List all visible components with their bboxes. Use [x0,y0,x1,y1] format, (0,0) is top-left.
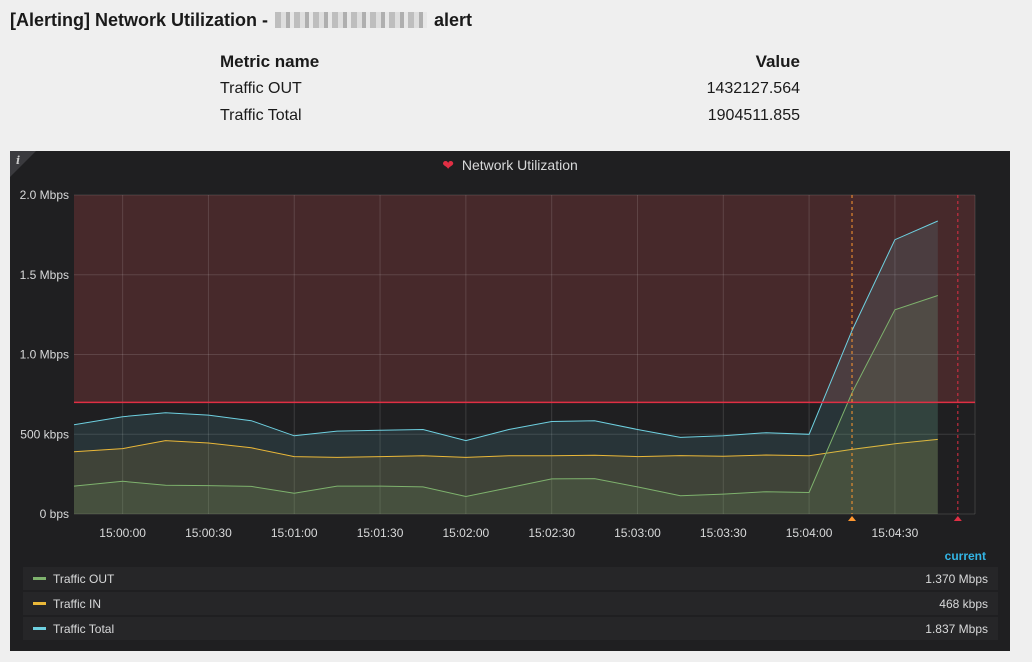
metric-table: Metric name Value Traffic OUT 1432127.56… [220,52,800,134]
table-row: Traffic OUT 1432127.564 [220,80,800,107]
graph-panel: 0 bps 500 kbps 1.0 Mbps 1.5 Mbps 2.0 Mbps 15:… [10,151,1010,651]
metric-value-cell: 1904511.855 [707,107,800,124]
alert-title-suffix: alert [434,10,473,30]
legend-swatch[interactable] [33,627,46,630]
series-line-traffic-out [73,295,938,498]
y-tick-label: 0 bps [40,507,69,521]
broken-heart-icon: ❤ [442,157,454,173]
legend-current-value: 1.837 Mbps [925,621,988,636]
y-tick-label: 1.5 Mbps [20,268,69,282]
x-tick-label: 15:02:00 [443,526,490,540]
legend-swatch[interactable] [33,602,46,605]
legend-item-traffic-out[interactable]: Traffic OUT 1.370 Mbps [23,567,998,590]
metric-value-cell: 1432127.564 [706,80,800,97]
alert-title-prefix: [Alerting] Network Utilization - [10,10,268,30]
series-line-traffic-total [73,220,938,442]
series-area-traffic-in [74,439,938,514]
alert-title: [Alerting] Network Utilization - alert [10,10,472,31]
legend-series-name[interactable]: Traffic Total [53,621,115,636]
y-tick-label: 2.0 Mbps [20,188,69,202]
legend-current-value: 1.370 Mbps [925,571,988,586]
threshold-zone [74,195,975,403]
legend-current-header[interactable]: current [944,549,986,563]
series-area-traffic-out [74,295,938,514]
metric-value-header: Value [755,52,800,71]
legend-item-traffic-in[interactable]: Traffic IN 468 kbps [23,592,998,615]
series-line-traffic-in [73,438,938,458]
legend-swatch[interactable] [33,577,46,580]
x-tick-label: 15:00:00 [99,526,146,540]
x-tick-label: 15:01:00 [271,526,318,540]
panel-title[interactable]: ❤ Network Utilization [10,157,1010,174]
metric-name-cell: Traffic OUT [220,80,302,97]
x-tick-label: 15:01:30 [357,526,404,540]
annotation-marker [953,516,962,521]
x-tick-label: 15:02:30 [528,526,575,540]
plot-background [74,195,975,514]
redacted-host-name [275,12,428,28]
info-icon[interactable]: i [16,154,21,167]
metric-table-header: Metric name Value [220,52,800,80]
legend-current-value: 468 kbps [939,596,988,611]
y-tick-label: 500 kbps [20,427,69,441]
panel-title-text: Network Utilization [461,157,578,173]
y-tick-label: 1.0 Mbps [20,348,69,362]
x-tick-label: 15:04:00 [786,526,833,540]
legend-series-name[interactable]: Traffic OUT [53,571,115,586]
legend-item-traffic-total[interactable]: Traffic Total 1.837 Mbps [23,617,998,640]
x-tick-label: 15:03:30 [700,526,747,540]
x-tick-label: 15:04:30 [872,526,919,540]
panel-corner[interactable] [10,151,36,177]
x-tick-label: 15:00:30 [185,526,232,540]
table-row: Traffic Total 1904511.855 [220,107,800,134]
metric-name-header: Metric name [220,52,320,71]
x-tick-label: 15:03:00 [614,526,661,540]
annotation-marker [848,516,857,521]
metric-name-cell: Traffic Total [220,107,302,124]
legend-series-name[interactable]: Traffic IN [53,596,102,611]
legend: Traffic OUT 1.370 Mbps Traffic IN 468 kb… [23,567,998,642]
series-area-traffic-total [74,221,938,514]
network-chart: 0 bps 500 kbps 1.0 Mbps 1.5 Mbps 2.0 Mbps 15:… [20,188,976,540]
